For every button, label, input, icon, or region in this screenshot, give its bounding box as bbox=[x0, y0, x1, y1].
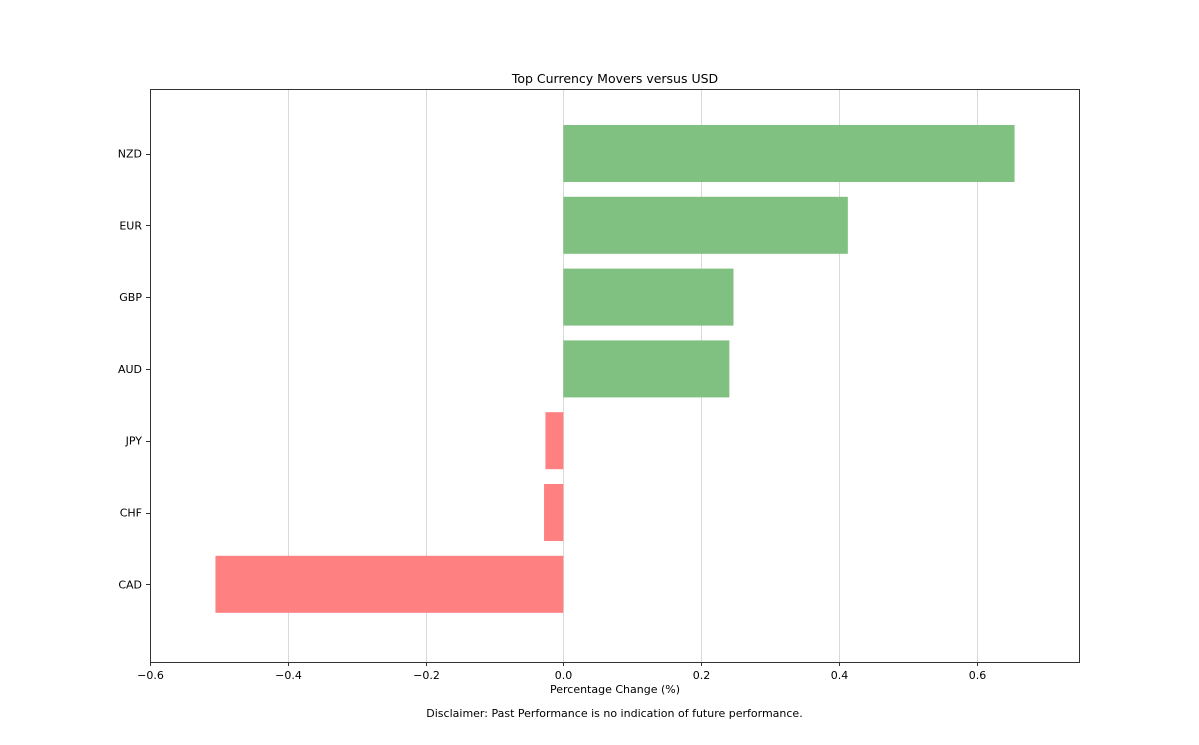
bar-gbp bbox=[563, 268, 734, 326]
y-tick-label: AUD bbox=[118, 363, 142, 376]
x-tick-label: 0.4 bbox=[831, 669, 849, 682]
y-tick-label: EUR bbox=[119, 219, 142, 232]
bars bbox=[215, 125, 1015, 613]
x-tick-label: −0.2 bbox=[413, 669, 440, 682]
y-tick-label: CHF bbox=[120, 507, 142, 520]
y-axis: NZD EUR GBP AUD JPY CHF CAD bbox=[118, 148, 150, 591]
x-tick-label: −0.6 bbox=[137, 669, 164, 682]
bar-nzd bbox=[563, 125, 1015, 182]
x-tick-label: −0.4 bbox=[275, 669, 302, 682]
plot-frame bbox=[150, 89, 1080, 663]
x-axis: −0.6 −0.4 −0.2 0.0 0.2 0.4 0.6 bbox=[137, 662, 986, 682]
bar-aud bbox=[563, 340, 730, 398]
disclaimer-text: Disclaimer: Past Performance is no indic… bbox=[426, 707, 803, 720]
x-tick-label: 0.2 bbox=[693, 669, 711, 682]
y-tick-label: CAD bbox=[118, 578, 142, 591]
x-axis-label: Percentage Change (%) bbox=[549, 683, 681, 696]
chart-title: Top Currency Movers versus USD bbox=[511, 71, 719, 86]
x-tick-label: 0.0 bbox=[555, 669, 573, 682]
y-tick-label: GBP bbox=[119, 291, 142, 304]
bar-chf bbox=[544, 484, 564, 541]
y-tick-label: JPY bbox=[125, 435, 143, 448]
bar-eur bbox=[563, 196, 848, 254]
y-tick-label: NZD bbox=[118, 148, 142, 161]
x-tick-label: 0.6 bbox=[969, 669, 987, 682]
bar-cad bbox=[215, 555, 564, 613]
bar-jpy bbox=[545, 412, 564, 470]
